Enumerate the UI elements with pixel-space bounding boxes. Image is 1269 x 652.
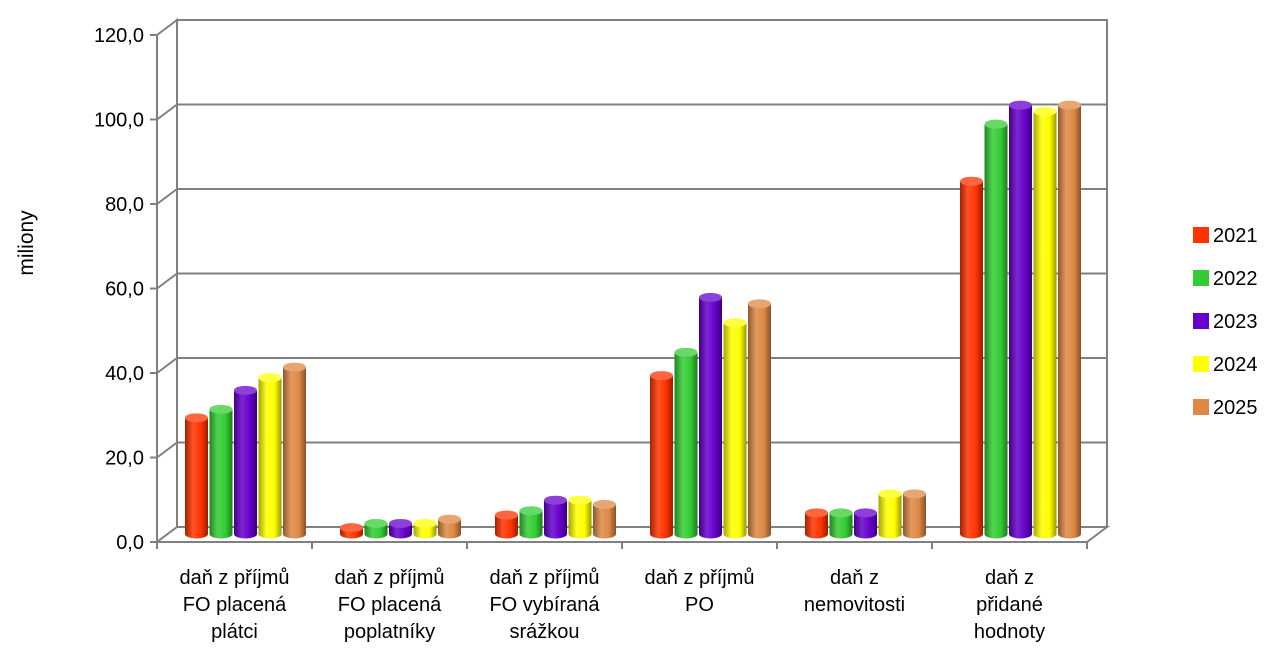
x-category-labels: daň z příjmů FO placená plátci daň z příjmů… — [179, 567, 1045, 643]
bar-2023 — [389, 518, 412, 539]
x-category-label: daň z příjmů FO vybíraná srážkou — [489, 567, 600, 643]
gridline-side — [156, 441, 178, 459]
x-category-label: daň z příjmů FO placená poplatníky — [334, 567, 444, 643]
bar-2022 — [984, 119, 1008, 539]
y-tick-label: 20,0 — [105, 448, 144, 470]
bar-2024 — [1033, 107, 1057, 539]
bar-2021 — [650, 371, 673, 539]
bar-2023 — [854, 508, 877, 539]
legend-label: 2022 — [1213, 268, 1258, 290]
legend-label: 2025 — [1213, 397, 1258, 419]
bar-2025 — [903, 489, 926, 539]
legend-swatch — [1193, 227, 1209, 243]
y-tick-label: 40,0 — [105, 363, 144, 385]
bars — [185, 100, 1081, 539]
bar-2025 — [438, 514, 461, 539]
bar-2023 — [699, 292, 722, 539]
legend-swatch — [1193, 399, 1209, 415]
gridlines — [156, 103, 1107, 459]
bar-2021 — [805, 508, 828, 539]
bar-2023 — [544, 495, 567, 539]
bar-2021 — [185, 413, 208, 539]
bar-2025 — [593, 499, 616, 539]
x-category-label: daň z přidané hodnoty — [974, 567, 1045, 643]
gridline-side — [156, 357, 178, 374]
y-tick-label: 120,0 — [94, 25, 144, 47]
gridline-side — [156, 272, 178, 290]
bar-2024 — [723, 318, 747, 539]
bar-2024 — [568, 495, 592, 539]
x-category-label: daň z příjmů PO — [644, 567, 754, 616]
legend-label: 2021 — [1213, 225, 1258, 247]
bar-2025 — [748, 299, 771, 539]
bar-2022 — [209, 404, 233, 539]
x-category-label: daň z příjmů FO placená plátci — [179, 567, 289, 643]
bar-2021 — [340, 523, 363, 539]
y-tick-label: 100,0 — [94, 110, 144, 132]
bar-2023 — [234, 385, 257, 539]
bar-2022 — [519, 506, 543, 539]
legend-swatch — [1193, 270, 1209, 286]
y-axis-title: miliony — [15, 210, 38, 276]
bar-2022 — [829, 508, 853, 539]
y-tick-label: 0,0 — [116, 532, 144, 554]
x-category-label: daň z nemovitosti — [804, 567, 905, 616]
legend-label: 2024 — [1213, 354, 1258, 376]
bar-2025 — [1058, 100, 1081, 539]
bar-2021 — [960, 176, 983, 539]
legend-label: 2023 — [1213, 311, 1258, 333]
bar-2024 — [413, 518, 437, 539]
legend-swatch — [1193, 356, 1209, 372]
bar-2025 — [283, 362, 306, 539]
bar-2024 — [258, 373, 282, 539]
y-tick-label: 60,0 — [105, 279, 144, 301]
legend-swatch — [1193, 313, 1209, 329]
y-tick-label: 80,0 — [105, 194, 144, 216]
gridline-side — [156, 103, 178, 121]
y-tick-labels: 0,0 20,0 40,0 60,0 80,0 100,0 120,0 — [94, 25, 144, 554]
axes — [150, 34, 1088, 549]
bar-2022 — [364, 518, 388, 539]
bar-2024 — [878, 489, 902, 539]
legend: 2021 2022 2023 2024 2025 — [1193, 225, 1258, 419]
gridline-side — [156, 188, 178, 205]
bar-2021 — [495, 510, 518, 539]
bar-2022 — [674, 347, 698, 539]
bar-2023 — [1009, 100, 1032, 539]
